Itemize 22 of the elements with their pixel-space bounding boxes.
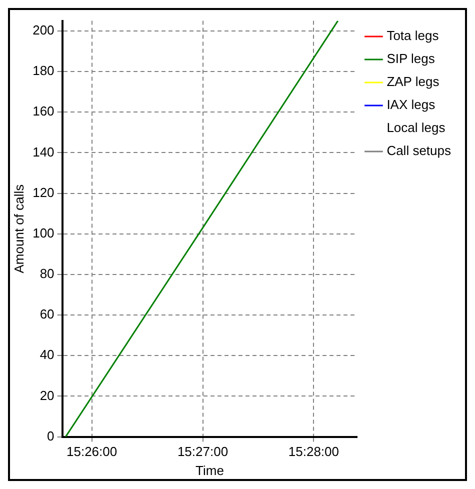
y-tick-label: 100 [32,225,54,240]
y-axis-title: Amount of calls [11,184,26,274]
y-tick-label: 0 [47,428,54,444]
legend-label: SIP legs [386,51,436,66]
legend-label: Call setups [386,143,452,158]
x-tick-label: 15:27:00 [177,444,228,460]
x-axis-title: Time [196,462,224,478]
x-tick-label: 15:28:00 [288,444,340,460]
y-tick-label: 140 [32,144,54,160]
y-tick-label: 160 [32,104,54,119]
text: Local legs [386,120,446,136]
y-tick-label: 200 [32,22,54,38]
y-tick-label: 20 [40,388,54,403]
y-tick-label: 180 [32,63,54,78]
y-tick-label: 60 [40,306,54,322]
y-tick-label: 80 [40,266,54,282]
legend-label: IAX legs [386,97,436,112]
legend-label: Tota legs [386,28,440,44]
y-tick-label: 40 [40,347,54,362]
y-tick-label: 120 [32,184,54,200]
x-tick-label: 15:26:00 [66,444,118,460]
legend-label: ZAP legs [386,74,440,90]
